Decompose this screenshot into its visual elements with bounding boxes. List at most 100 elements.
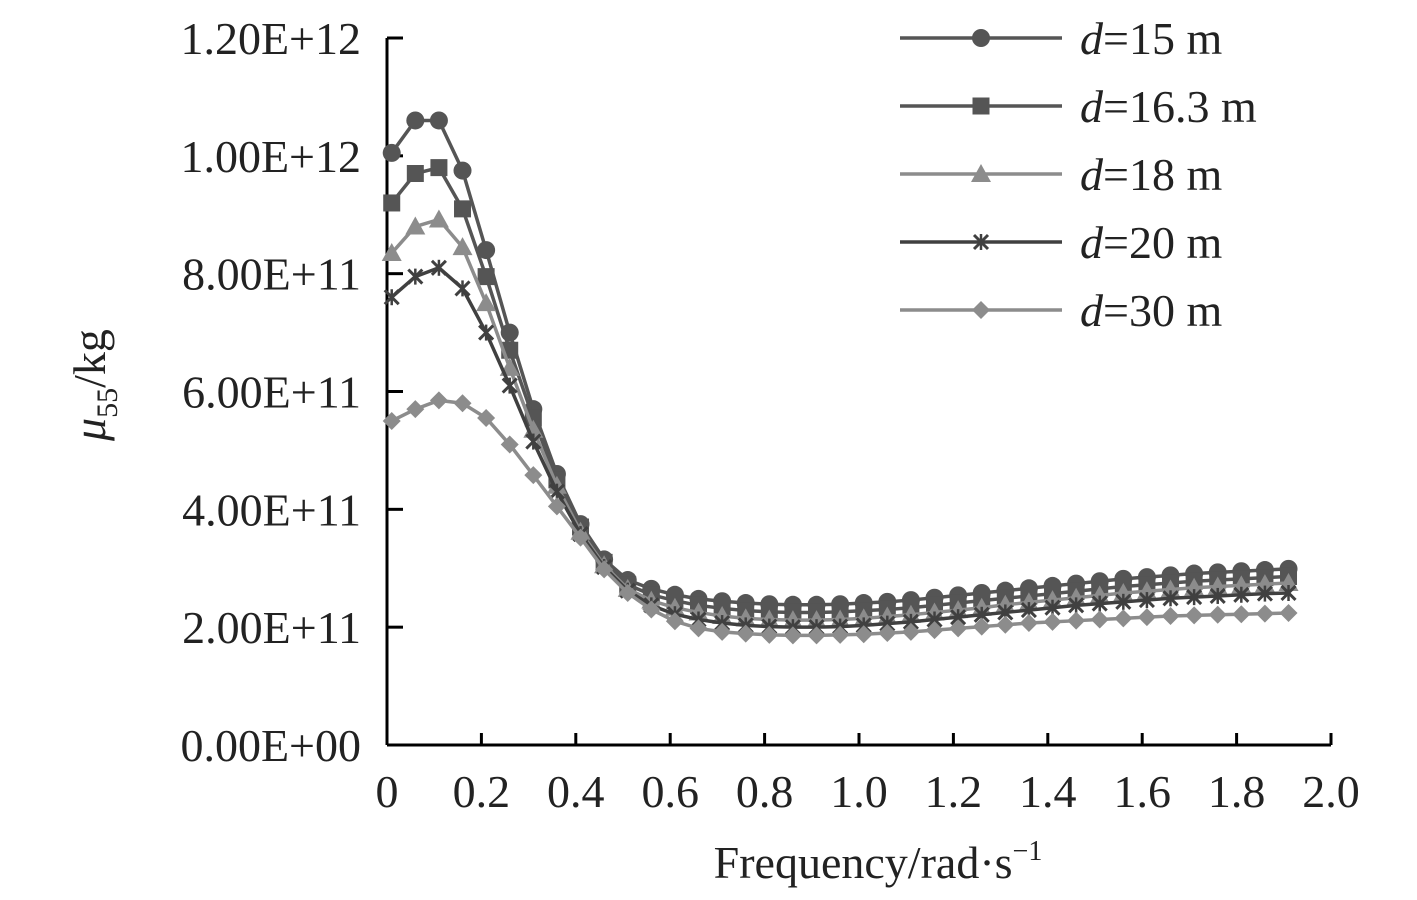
series-5-point: [736, 624, 755, 643]
series-3: [381, 209, 1299, 629]
legend-entry: d=20 m: [900, 217, 1222, 268]
legend-label-value: =15 m: [1103, 13, 1222, 64]
series-4-point: [1091, 595, 1108, 612]
series-5-point: [1090, 610, 1109, 629]
series-5-point: [713, 622, 732, 641]
series-5-point: [595, 560, 614, 579]
series-5-point: [689, 619, 708, 638]
legend-label-variable: d: [1080, 285, 1104, 336]
series-5-point: [1043, 612, 1062, 631]
legend-entry: d=15 m: [900, 13, 1222, 64]
legend-label: d=15 m: [1080, 13, 1222, 64]
x-tick-label: 1.0: [830, 766, 888, 817]
axes: 0 0.2 0.4 0.6 0.8 1.0 1.2 1.4 1.6 1.8 2.0 0.00E+00 2…: [180, 13, 1359, 817]
series-5-point: [500, 435, 519, 454]
y-tick-label: 6.00E+11: [182, 367, 361, 418]
series-4-point: [1115, 593, 1132, 610]
x-tick-label: 1.6: [1113, 766, 1171, 817]
series-5-point: [382, 411, 401, 430]
x-tick-label: 0.2: [453, 766, 511, 817]
series-4-point: [430, 259, 447, 276]
x-tick-label: 0: [376, 766, 399, 817]
series-5-point: [878, 624, 897, 643]
x-tick-label: 1.4: [1019, 766, 1077, 817]
legend-label-variable: d: [1080, 81, 1104, 132]
series-4-point: [501, 377, 518, 394]
series-2-point: [477, 268, 495, 286]
x-axis-title-text: Frequency/rad·s: [714, 837, 1013, 888]
legend-label-variable: d: [1080, 217, 1104, 268]
series-5-point: [1185, 606, 1204, 625]
series-5-point: [901, 622, 920, 641]
series-layer: [381, 111, 1299, 645]
series-3-point: [452, 237, 473, 256]
series-5-point: [642, 600, 661, 619]
series-5-point: [571, 528, 590, 547]
legend-marker: [972, 97, 990, 115]
series-5-point: [429, 391, 448, 410]
series-2-point: [406, 165, 424, 183]
x-tick-label: 1.8: [1208, 766, 1266, 817]
series-4-point: [1209, 587, 1226, 605]
series-5-point: [925, 621, 944, 640]
series-2-point: [430, 159, 448, 177]
legend-label-variable: d: [1080, 13, 1104, 64]
series-5-point: [547, 497, 566, 516]
legend-entry: d=18 m: [900, 149, 1222, 200]
y-axis-title: μ55/kg: [64, 329, 124, 442]
x-tick-label: 0.8: [736, 766, 794, 817]
series-5-point: [760, 625, 779, 644]
legend-label-value: =16.3 m: [1103, 81, 1257, 132]
series-5-point: [1114, 609, 1133, 628]
series-5-point: [1161, 606, 1180, 625]
series-5-point: [665, 612, 684, 631]
y-tick-label: 8.00E+11: [182, 249, 361, 300]
x-axis-title-superscript: −1: [1013, 836, 1043, 867]
series-4-point: [1186, 589, 1203, 606]
legend-label: d=30 m: [1080, 285, 1222, 336]
x-tick-label: 0.6: [641, 766, 699, 817]
series-1-point: [477, 241, 496, 260]
legend: d=15 md=16.3 md=18 md=20 md=30 m: [900, 13, 1257, 336]
legend-label-value: =30 m: [1103, 285, 1222, 336]
legend-label-value: =20 m: [1103, 217, 1222, 268]
series-4-point: [1233, 586, 1250, 603]
series-3-point: [381, 243, 402, 262]
series-4-point: [478, 324, 495, 341]
series-5-point: [807, 626, 826, 645]
legend-entry: d=16.3 m: [900, 81, 1257, 132]
y-tick-label: 1.20E+12: [180, 13, 361, 64]
legend-label-variable: d: [1080, 149, 1104, 200]
y-tick-label: 4.00E+11: [182, 484, 361, 535]
series-4-point: [1256, 585, 1273, 602]
series-3-point: [476, 293, 497, 312]
series-5-point: [524, 466, 543, 485]
series-1-point: [406, 111, 425, 130]
series-4-point: [383, 289, 400, 306]
series-5-point: [831, 625, 850, 644]
series-5-point: [854, 625, 873, 644]
legend-label: d=18 m: [1080, 149, 1222, 200]
series-4-point: [1138, 592, 1155, 609]
series-3-point: [405, 216, 426, 235]
series-5-point: [1279, 604, 1298, 623]
series-5-point: [1137, 608, 1156, 627]
series-5-point: [996, 615, 1015, 634]
legend-label: d=20 m: [1080, 217, 1222, 268]
x-tick-label: 2.0: [1302, 766, 1360, 817]
x-tick-label: 1.2: [925, 766, 983, 817]
x-tick-label: 0.4: [547, 766, 605, 817]
legend-marker: [972, 29, 990, 47]
series-5-point: [972, 617, 991, 636]
series-5-point: [1232, 605, 1251, 624]
x-axis-title: Frequency/rad·s−1: [714, 836, 1043, 888]
y-tick-label: 1.00E+12: [180, 131, 361, 182]
legend-marker: [972, 301, 990, 319]
series-1-point: [453, 161, 472, 180]
y-tick-label: 0.00E+00: [180, 720, 361, 771]
series-5-point: [1019, 614, 1038, 633]
series-4-point: [1280, 584, 1297, 602]
series-5-point: [618, 583, 637, 602]
y-axis-title-unit: /kg: [64, 329, 115, 388]
